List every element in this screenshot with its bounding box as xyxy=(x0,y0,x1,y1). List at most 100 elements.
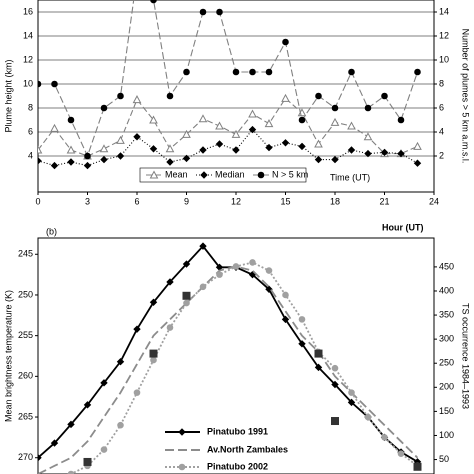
marker xyxy=(67,470,75,474)
series-line xyxy=(38,244,418,463)
marker xyxy=(99,144,109,153)
marker xyxy=(397,149,405,158)
marker xyxy=(248,109,257,118)
marker xyxy=(199,8,207,16)
marker xyxy=(149,115,158,124)
marker xyxy=(116,135,125,144)
marker xyxy=(314,155,323,164)
marker xyxy=(51,80,58,88)
marker xyxy=(166,278,174,286)
marker xyxy=(282,38,289,46)
legend-label: Pinatubo 1991 xyxy=(207,426,268,436)
marker xyxy=(347,121,356,130)
marker xyxy=(182,154,191,163)
y2-axis-label: TS occurrence 1984–1993 xyxy=(461,303,471,409)
marker xyxy=(149,145,158,153)
plot-area xyxy=(38,242,422,474)
marker xyxy=(100,155,108,164)
marker xyxy=(330,117,340,126)
x-tick-label: 15 xyxy=(280,196,290,206)
marker xyxy=(38,145,43,154)
marker xyxy=(199,283,207,291)
y2-tick-label: 300 xyxy=(439,334,454,344)
y-tick-label: 260 xyxy=(18,371,33,381)
y-axis-label: Mean brightness temperature (K) xyxy=(3,290,13,422)
marker xyxy=(364,104,372,112)
legend-label: Median xyxy=(215,169,245,179)
marker xyxy=(182,129,191,138)
marker xyxy=(298,116,306,124)
marker xyxy=(364,149,372,158)
marker xyxy=(117,421,124,429)
y-tick-label: 4 xyxy=(28,150,33,160)
panel-label: (b) xyxy=(46,226,57,236)
marker xyxy=(347,146,356,154)
marker xyxy=(117,92,124,100)
marker xyxy=(50,439,59,447)
y-tick-label: 250 xyxy=(18,289,33,299)
x-tick-label: 9 xyxy=(184,196,189,206)
marker xyxy=(265,267,273,274)
y-tick-label: 16 xyxy=(23,6,33,16)
plot-frame xyxy=(37,237,435,474)
y2-tick-label: 450 xyxy=(439,261,454,271)
x-tick-label: 0 xyxy=(35,196,40,206)
marker xyxy=(149,349,158,358)
y2-tick-label: 8 xyxy=(439,78,444,88)
marker xyxy=(83,457,92,466)
series-line xyxy=(38,0,419,158)
marker xyxy=(198,114,208,123)
marker xyxy=(265,143,273,152)
marker xyxy=(397,116,405,124)
marker xyxy=(381,92,388,100)
marker xyxy=(413,462,422,471)
marker xyxy=(50,161,59,170)
marker xyxy=(67,158,75,166)
marker xyxy=(364,413,372,421)
x-tick-label: 6 xyxy=(134,196,139,206)
marker xyxy=(199,242,207,250)
marker xyxy=(298,142,306,151)
x-tick-label: 3 xyxy=(85,196,90,206)
legend-label: Pinatubo 2002 xyxy=(207,461,268,471)
marker xyxy=(149,298,158,306)
marker xyxy=(331,155,339,164)
x-tick-label: 12 xyxy=(231,196,241,206)
marker xyxy=(183,68,190,76)
marker xyxy=(331,104,339,112)
marker xyxy=(182,260,191,268)
y-tick-label: 245 xyxy=(18,249,33,259)
marker xyxy=(281,139,290,147)
legend-label: Mean xyxy=(165,169,188,179)
marker xyxy=(132,95,142,104)
marker xyxy=(84,152,91,160)
y-tick-label: 14 xyxy=(23,30,33,40)
marker xyxy=(133,389,141,396)
marker xyxy=(232,263,240,270)
plot-area xyxy=(38,0,422,170)
marker xyxy=(265,68,273,76)
marker xyxy=(38,80,42,88)
marker xyxy=(178,463,186,471)
y-tick-label: 6 xyxy=(28,126,33,136)
y-tick-label: 8 xyxy=(28,102,33,112)
marker xyxy=(331,417,339,426)
marker xyxy=(298,340,306,348)
marker xyxy=(216,8,223,16)
x-tick-label: 24 xyxy=(429,196,439,206)
marker xyxy=(150,0,157,4)
marker xyxy=(348,389,355,396)
marker xyxy=(282,291,289,299)
x-axis-label: Hour (UT) xyxy=(382,222,424,232)
marker xyxy=(314,349,323,358)
marker xyxy=(166,324,174,331)
marker xyxy=(413,141,422,150)
y-tick-label: 270 xyxy=(18,452,33,462)
marker xyxy=(257,171,265,179)
marker xyxy=(149,170,159,179)
marker xyxy=(314,363,323,372)
marker xyxy=(200,171,208,179)
marker xyxy=(314,139,323,148)
